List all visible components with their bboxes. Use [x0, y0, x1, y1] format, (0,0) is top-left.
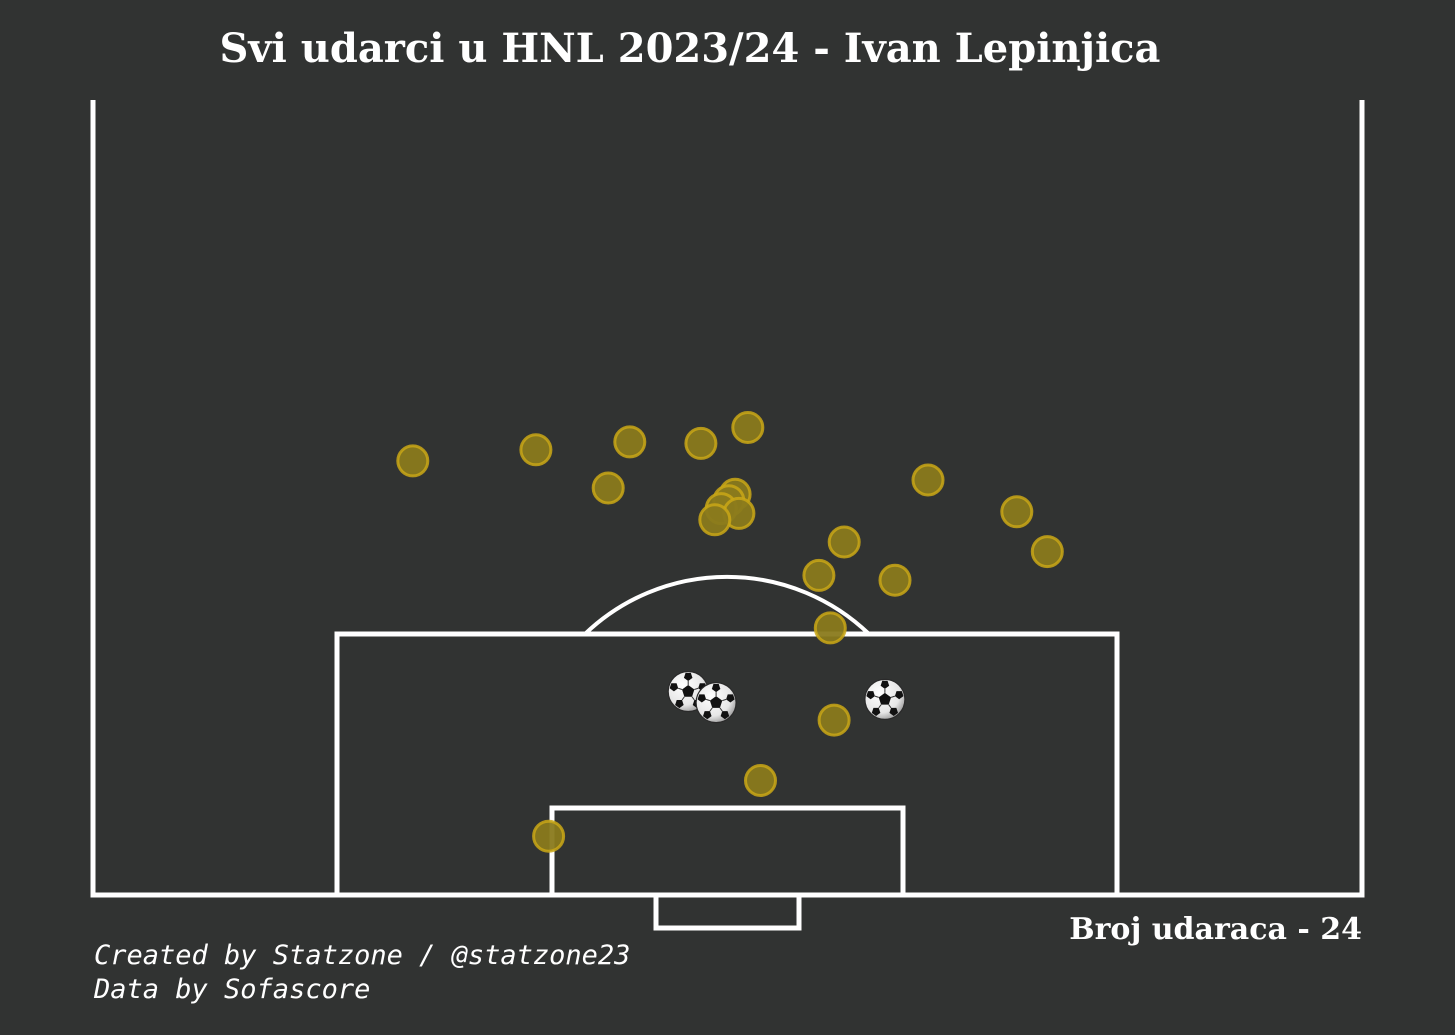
shot-marker — [1030, 535, 1064, 569]
shot-marker — [813, 611, 847, 645]
goal-ball-icon — [864, 678, 906, 721]
credit-data-source: Data by Sofascore — [93, 974, 370, 1005]
shot-count: Broj udaraca - 24 — [1069, 912, 1362, 947]
shot-marker — [591, 471, 625, 505]
shot-marker — [744, 764, 777, 797]
shot-marker — [802, 558, 836, 592]
shot-marker — [519, 433, 553, 467]
shot-marker — [613, 425, 647, 459]
goal-frame — [653, 892, 802, 931]
goal-ball-icon — [695, 681, 737, 724]
credit-created-by: Created by Statzone / @statzone23 — [94, 940, 630, 971]
chart-title: Svi udarci u HNL 2023/24 - Ivan Lepinjic… — [220, 25, 1161, 72]
shot-marker — [911, 463, 945, 497]
shot-marker — [731, 411, 765, 444]
shot-marker — [532, 819, 566, 853]
shot-marker — [1000, 495, 1034, 529]
shot-marker — [698, 503, 732, 537]
shots-layer — [396, 411, 1064, 853]
shot-marker — [827, 525, 861, 559]
penalty-arc — [583, 574, 871, 636]
shot-marker — [878, 563, 912, 597]
shot-marker — [684, 426, 718, 460]
shot-marker — [396, 444, 430, 478]
shot-marker — [817, 703, 851, 737]
